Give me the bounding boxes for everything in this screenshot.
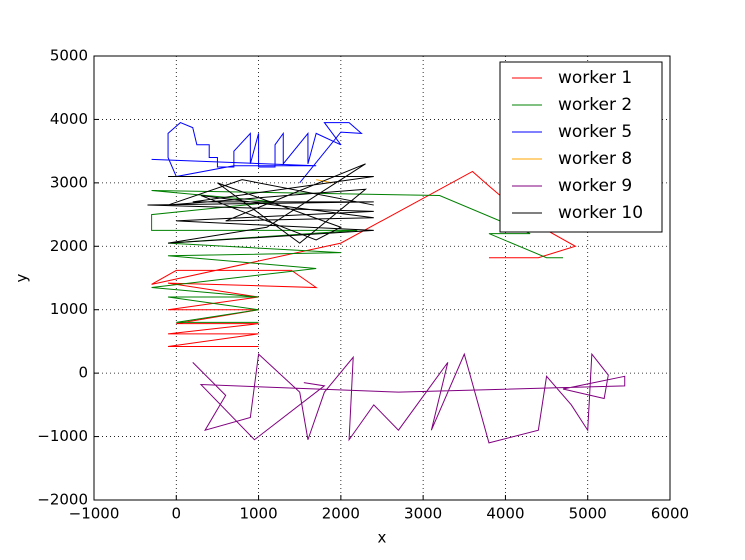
x-tick-label: 2000 — [322, 505, 360, 523]
plot-frame — [93, 55, 671, 501]
series-line — [147, 163, 374, 244]
legend: worker 1 worker 2 worker 5 worker 8 worker 9… — [499, 61, 663, 233]
legend-label: worker 1 — [558, 68, 632, 88]
y-tick-label: 2000 — [50, 237, 88, 255]
y-tick-label: 5000 — [50, 47, 88, 65]
legend-box — [499, 61, 663, 233]
x-tick-label: 6000 — [651, 505, 689, 523]
y-tick-label: 3000 — [50, 173, 88, 191]
x-tick-label: 4000 — [486, 505, 524, 523]
y-axis-label: y — [13, 273, 31, 282]
series-line — [151, 122, 363, 184]
legend-label: worker 10 — [558, 203, 643, 223]
legend-label: worker 2 — [558, 95, 632, 115]
x-tick-label: 3000 — [404, 505, 442, 523]
y-tick-label: 0 — [78, 364, 88, 382]
legend-label: worker 9 — [558, 176, 632, 196]
legend-label: worker 8 — [558, 149, 632, 169]
y-tick-label: 4000 — [50, 110, 88, 128]
y-tick-label: −2000 — [37, 491, 88, 509]
legend-label: worker 5 — [558, 122, 632, 142]
x-tick-label: 5000 — [569, 505, 607, 523]
x-tick-label: 1000 — [239, 505, 277, 523]
x-tick-label: 0 — [172, 505, 182, 523]
y-tick-label: 1000 — [50, 300, 88, 318]
y-tick-label: −1000 — [37, 427, 88, 445]
x-axis-label: x — [378, 529, 387, 547]
x-tick-label: −1000 — [69, 505, 120, 523]
series-line — [192, 352, 626, 444]
